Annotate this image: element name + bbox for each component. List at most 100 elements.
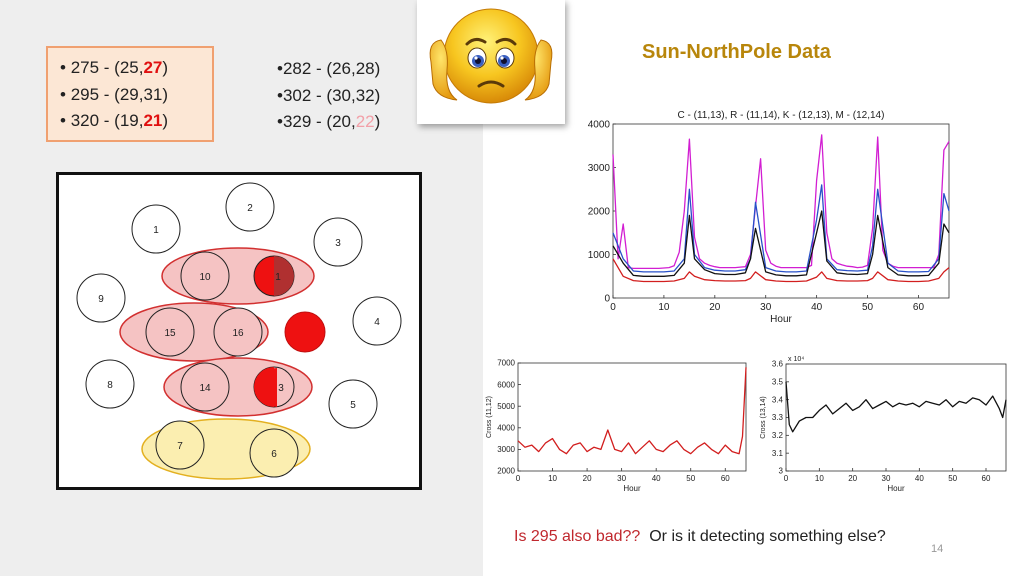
y-axis-label: Cross (11,12) xyxy=(486,396,493,438)
x-tick-label: 50 xyxy=(686,474,695,483)
worried-face-emoji-icon xyxy=(429,8,553,104)
x-tick-label: 30 xyxy=(760,302,772,313)
x-tick-label: 30 xyxy=(617,474,626,483)
x-tick-label: 60 xyxy=(982,474,991,483)
svg-text:8: 8 xyxy=(107,380,113,391)
x-tick-label: 30 xyxy=(882,474,891,483)
diagram-node: 2 xyxy=(225,182,275,232)
svg-text:1: 1 xyxy=(153,225,159,236)
x-tick-label: 20 xyxy=(709,302,721,313)
diagram-node: 7 xyxy=(155,420,205,470)
y-tick-label: 5000 xyxy=(497,402,515,411)
plot-area xyxy=(785,363,1007,472)
y-tick-label: 3.4 xyxy=(772,395,784,404)
x-tick-label: 50 xyxy=(862,302,874,313)
svg-text:5: 5 xyxy=(350,400,356,411)
diagram-node: 1 xyxy=(131,204,181,254)
svg-text:3: 3 xyxy=(335,238,341,249)
svg-text:2: 2 xyxy=(247,203,253,214)
series-line-k xyxy=(612,184,950,273)
emoji-card xyxy=(417,0,565,124)
diagram-node: 9 xyxy=(76,273,126,323)
y-tick-label: 2000 xyxy=(588,206,611,217)
x-tick-label: 20 xyxy=(848,474,857,483)
x-axis-label: Hour xyxy=(770,314,792,322)
y-tick-label: 3.3 xyxy=(772,413,784,422)
node-diagram: 1 2 3 9 4 8 5 10 1 15 16 14 3 7 6 xyxy=(56,172,422,490)
x-tick-label: 10 xyxy=(815,474,824,483)
y-tick-label: 3.1 xyxy=(772,449,784,458)
x-tick-label: 10 xyxy=(548,474,557,483)
y-tick-label: 3.2 xyxy=(772,431,784,440)
diagram-node: 15 xyxy=(145,307,195,357)
x-tick-label: 0 xyxy=(784,474,789,483)
page-number: 14 xyxy=(931,543,944,555)
list-item: •302 - (30,32) xyxy=(277,86,381,105)
svg-text:16: 16 xyxy=(232,328,244,339)
diagram-node: 14 xyxy=(180,362,230,412)
svg-text:3: 3 xyxy=(278,383,284,394)
diagram-node-half-red: 1 xyxy=(253,255,295,297)
x-axis-label: Hour xyxy=(887,484,905,493)
svg-text:9: 9 xyxy=(98,294,104,305)
y-tick-label: 6000 xyxy=(497,380,515,389)
plot-area xyxy=(517,362,747,472)
list-item: • 320 - (19,21) xyxy=(60,111,169,130)
svg-text:4: 4 xyxy=(374,317,380,328)
node-list-box-left: • 275 - (25,27) • 295 - (29,31) • 320 - … xyxy=(46,46,214,142)
y-tick-label: 3000 xyxy=(497,445,515,454)
x-tick-label: 40 xyxy=(915,474,924,483)
list-item: • 275 - (25,27) xyxy=(60,58,169,77)
list-item: •329 - (20,22) xyxy=(277,112,381,131)
series-line-r xyxy=(612,258,950,283)
x-tick-label: 10 xyxy=(658,302,670,313)
diagram-node: 4 xyxy=(352,296,402,346)
y-tick-label: 3 xyxy=(779,467,784,476)
chart-title: C - (11,13), R - (11,14), K - (12,13), M… xyxy=(678,110,885,121)
y-tick-label: 4000 xyxy=(497,423,515,432)
x-tick-label: 40 xyxy=(811,302,823,313)
series-line-cross-13-14- xyxy=(785,381,1007,433)
diagram-node: 10 xyxy=(180,251,230,301)
diagram-node: 16 xyxy=(213,307,263,357)
slide-title: Sun-NorthPole Data xyxy=(642,41,831,63)
svg-text:10: 10 xyxy=(199,272,211,283)
svg-text:15: 15 xyxy=(164,328,176,339)
y-tick-label: 7000 xyxy=(497,359,515,368)
x-tick-label: 20 xyxy=(583,474,592,483)
x-tick-label: 50 xyxy=(948,474,957,483)
y-tick-label: 2000 xyxy=(497,467,515,476)
diagram-node: 6 xyxy=(249,428,299,478)
x-tick-label: 0 xyxy=(516,474,521,483)
y-scale-label: x 10⁴ xyxy=(788,356,804,363)
y-tick-label: 1000 xyxy=(588,250,611,261)
svg-text:6: 6 xyxy=(271,449,277,460)
diagram-node: 8 xyxy=(85,359,135,409)
diagram-node: 3 xyxy=(313,217,363,267)
list-item: •282 - (26,28) xyxy=(277,59,381,78)
y-tick-label: 3000 xyxy=(588,163,611,174)
svg-text:1: 1 xyxy=(275,272,281,283)
y-tick-label: 3.6 xyxy=(772,360,784,369)
plot-area xyxy=(612,123,950,299)
x-tick-label: 0 xyxy=(610,302,616,313)
series-line-c xyxy=(612,210,950,277)
x-axis-label: Hour xyxy=(623,484,641,493)
y-tick-label: 0 xyxy=(604,293,610,304)
cross-11-12-chart: 0 10 20 30 40 50 60 2000 3000 4000 5000 6000 7000 Hou… xyxy=(486,359,747,493)
series-line-m xyxy=(612,134,950,270)
svg-text:7: 7 xyxy=(177,441,183,452)
y-tick-label: 3.5 xyxy=(772,378,784,387)
question-text: Is 295 also bad?? Or is it detecting som… xyxy=(514,528,886,545)
svg-text:14: 14 xyxy=(199,383,211,394)
x-tick-label: 60 xyxy=(913,302,925,313)
main-line-chart: C - (11,13), R - (11,14), K - (12,13), M… xyxy=(588,110,950,322)
x-tick-label: 60 xyxy=(721,474,730,483)
diagram-node-red xyxy=(284,311,326,353)
diagram-node: 5 xyxy=(328,379,378,429)
series-line-cross-11-12- xyxy=(517,367,747,455)
list-item: • 295 - (29,31) xyxy=(60,85,169,104)
diagram-node-half-red: 3 xyxy=(253,366,295,408)
cross-13-14-chart: 0 10 20 30 40 50 60 3 3.1 3.2 3.3 3.4 3.5 3.6 Hour Cros… xyxy=(760,356,1007,493)
x-tick-label: 40 xyxy=(652,474,661,483)
